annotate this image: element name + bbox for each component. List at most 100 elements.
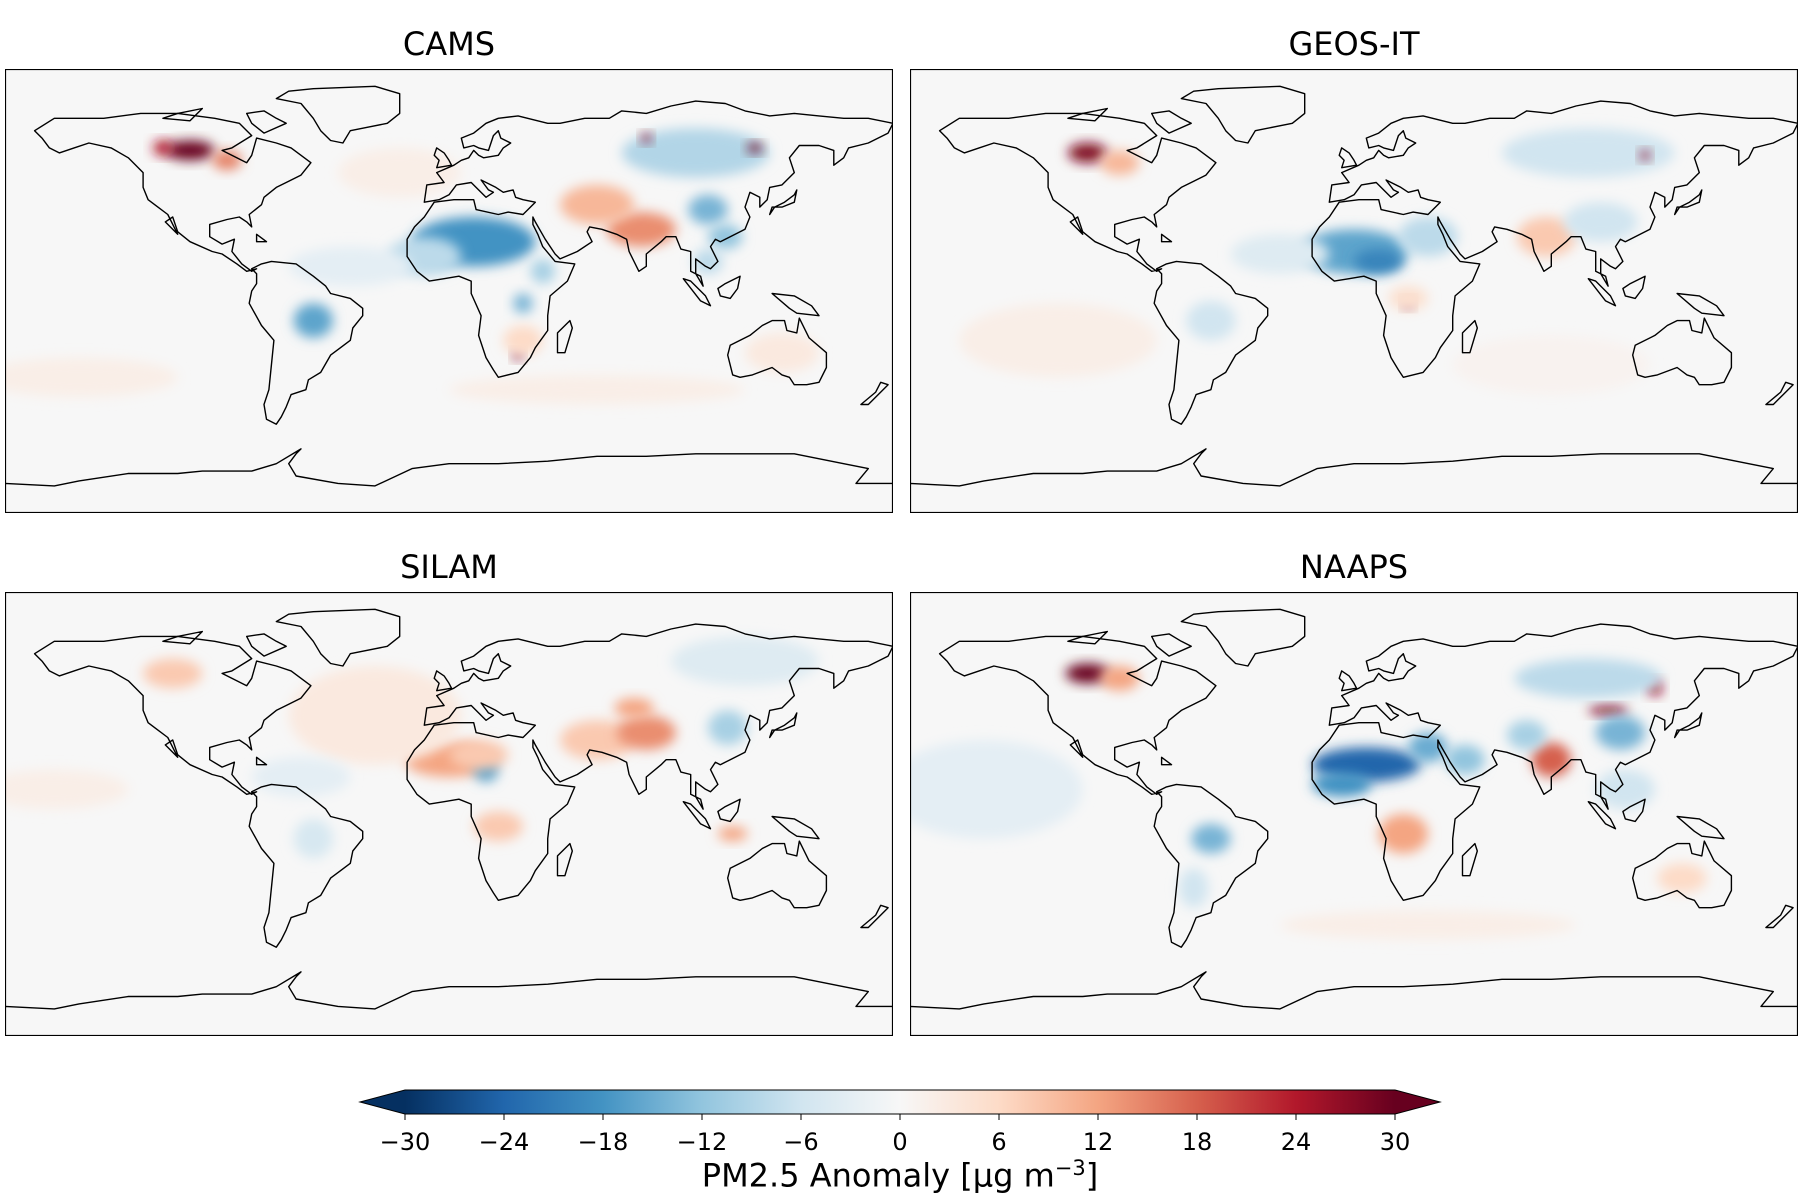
coastline: [1067, 107, 1108, 122]
map-cams: [5, 69, 893, 513]
anomaly-patch: [5, 357, 178, 398]
map-background: [910, 69, 1798, 513]
coastline: [1587, 801, 1617, 830]
anomaly-patch: [910, 740, 1083, 839]
map-naaps: [910, 592, 1798, 1036]
anomaly-patch: [708, 710, 748, 745]
anomaly-patch: [1312, 772, 1372, 797]
coastline: [1338, 670, 1358, 692]
anomaly-patch: [1452, 335, 1650, 395]
map-silam: [5, 592, 893, 1036]
coastline: [1765, 381, 1794, 406]
anomaly-patch: [747, 143, 763, 153]
anomaly-patch: [1595, 715, 1646, 750]
panel-title-naaps: NAAPS: [1299, 548, 1409, 586]
coastline: [1151, 633, 1192, 657]
anomaly-patch: [1657, 863, 1707, 893]
coastline: [33, 635, 312, 795]
anomaly-patch: [641, 133, 652, 143]
anomaly-patch: [745, 332, 819, 373]
coastline: [1151, 110, 1192, 134]
anomaly-patch: [688, 194, 728, 225]
map-frame: [910, 592, 1798, 1036]
coastline: [275, 85, 401, 144]
anomaly-patch: [560, 184, 634, 225]
colorbar-extend-max: [1395, 1090, 1440, 1114]
colorbar-tick-label: −18: [577, 1128, 629, 1156]
coastline: [1632, 840, 1733, 909]
coastline: [556, 319, 573, 354]
coastline: [1067, 630, 1108, 645]
panel-title-cams: CAMS: [402, 25, 496, 63]
map-background: [5, 69, 893, 513]
anomaly-patch: [212, 150, 242, 171]
coastline: [1622, 275, 1646, 300]
anomaly-patch: [1065, 663, 1110, 684]
colorbar-tick-label: 0: [892, 1128, 908, 1156]
colorbar-tick-label: 30: [1379, 1128, 1411, 1156]
coastline: [682, 278, 712, 307]
map-frame: [5, 69, 893, 513]
coastline: [1180, 608, 1306, 667]
anomaly-patch: [1099, 666, 1140, 691]
colorbar-tick-label: −24: [478, 1128, 530, 1156]
coastline: [246, 110, 287, 134]
anomaly-field: [959, 128, 1675, 395]
anomaly-patch: [1178, 868, 1209, 908]
coastline: [246, 633, 287, 657]
anomaly-patch: [560, 720, 634, 760]
coastline: [162, 107, 203, 122]
anomaly-patch: [288, 246, 413, 287]
coastline: [938, 635, 1217, 795]
anomaly-patch: [1099, 150, 1140, 176]
anomaly-patch: [1378, 814, 1428, 854]
anomaly-patch: [1514, 658, 1663, 699]
coastline: [1338, 147, 1358, 169]
anomaly-patch: [1186, 300, 1236, 341]
anomaly-patch: [1354, 249, 1404, 274]
anomaly-patch: [1230, 234, 1330, 274]
coastline: [1180, 85, 1306, 144]
coastline: [1311, 100, 1798, 378]
coastline: [682, 801, 712, 830]
colorbar-bar: [358, 1089, 1442, 1120]
colorbar-tick-label: −30: [379, 1128, 431, 1156]
anomaly-patch: [143, 658, 203, 689]
anomaly-patch: [513, 293, 533, 314]
coastline: [1461, 319, 1478, 354]
coastlines: [910, 85, 1798, 513]
coastline: [1674, 189, 1703, 216]
coastline: [33, 112, 312, 272]
colorbar-tick-label: 12: [1082, 1128, 1114, 1156]
coastline: [771, 815, 820, 840]
coastline: [255, 756, 268, 766]
coastline: [1311, 623, 1798, 901]
coastline: [1461, 842, 1478, 877]
coastline: [1674, 712, 1703, 739]
coastlines: [910, 608, 1798, 1036]
coastline: [727, 317, 828, 386]
anomaly-patch: [293, 818, 334, 859]
anomaly-patch: [959, 303, 1157, 378]
coastline: [910, 448, 1798, 513]
anomaly-patch: [449, 374, 745, 405]
coastline: [248, 260, 364, 425]
coastline: [769, 712, 798, 739]
coastline: [406, 623, 893, 901]
anomaly-patch: [1595, 769, 1655, 810]
anomaly-patch: [614, 698, 654, 718]
anomaly-patch: [671, 636, 819, 686]
coastline: [248, 783, 364, 948]
map-panel-geos-it: GEOS-IT: [910, 25, 1798, 513]
anomaly-patch: [1191, 823, 1231, 854]
coastline: [433, 147, 453, 169]
colorbar-gradient: [405, 1090, 1395, 1114]
coastline: [910, 971, 1798, 1036]
coastline: [769, 189, 798, 216]
anomaly-patch: [530, 258, 556, 284]
anomaly-patch: [1388, 286, 1428, 311]
coastline: [162, 630, 203, 645]
anomaly-field: [5, 128, 819, 405]
anomaly-patch: [1067, 143, 1108, 163]
coastline: [1676, 292, 1725, 317]
